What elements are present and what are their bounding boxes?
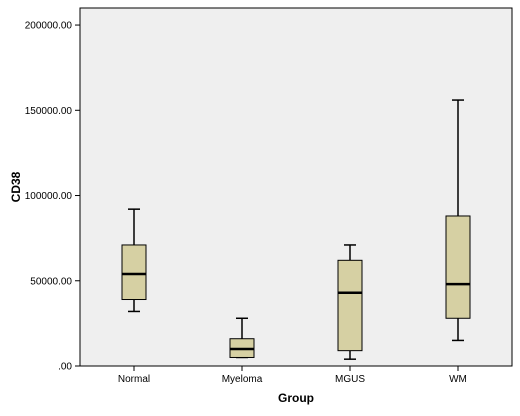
y-tick-label: .00 [58,362,72,373]
box-myeloma [229,317,255,359]
x-tick-label: Myeloma [222,374,263,385]
plot-area [79,7,513,367]
y-axis: .00 50000.00 100000.00 150000.00 200000.00 [25,21,80,373]
y-tick-label: 200000.00 [25,21,73,32]
box-iqr [337,259,363,352]
y-tick-label: 150000.00 [25,106,73,117]
box-iqr [121,244,147,301]
x-tick-label: WM [449,374,467,385]
boxes-group [121,99,471,360]
x-tick-label: MGUS [335,374,365,385]
y-tick-label: 100000.00 [25,191,73,202]
box-normal [121,208,147,313]
x-axis-title: Group [278,391,314,405]
box-wm [445,99,471,342]
y-tick-label: 50000.00 [30,276,72,287]
y-axis-title: CD38 [9,171,23,202]
x-tick-label: Normal [118,374,150,385]
x-axis: Normal Myeloma MGUS WM [118,366,467,385]
box-iqr [445,215,471,319]
box-mgus [337,244,363,360]
